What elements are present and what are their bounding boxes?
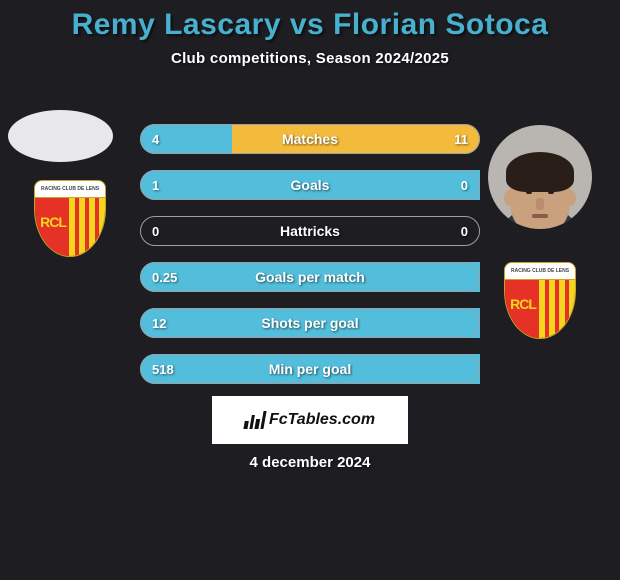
stat-value-right: 11 [454, 124, 468, 154]
stat-row: 518Min per goal [140, 354, 480, 384]
stat-row: 411Matches [140, 124, 480, 154]
bar-left-fill [140, 308, 480, 338]
player-right-avatar [488, 125, 592, 229]
stat-value-left: 0 [152, 216, 159, 246]
fctables-watermark: FcTables.com [212, 396, 408, 444]
club-logo-left: RACING CLUB DE LENS RCL [28, 178, 112, 262]
comparison-infographic: Remy Lascary vs Florian Sotoca Club comp… [0, 0, 620, 580]
date-label: 4 december 2024 [0, 454, 620, 471]
player-left-avatar [8, 110, 113, 162]
stat-value-left: 12 [152, 308, 166, 338]
stat-value-left: 0.25 [152, 262, 177, 292]
bar-left-fill [140, 354, 480, 384]
club-badge-initials: RCL [510, 296, 536, 312]
subtitle: Club competitions, Season 2024/2025 [0, 50, 620, 67]
stat-row: 0.25Goals per match [140, 262, 480, 292]
comparison-bars: 411Matches10Goals00Hattricks0.25Goals pe… [140, 124, 480, 400]
club-badge-top-text: RACING CLUB DE LENS [504, 262, 576, 280]
bar-left-fill [140, 262, 480, 292]
club-badge-initials: RCL [40, 214, 66, 230]
fctables-label: FcTables.com [269, 411, 375, 429]
stat-value-left: 518 [152, 354, 174, 384]
stat-row: 10Goals [140, 170, 480, 200]
stat-row: 12Shots per goal [140, 308, 480, 338]
bar-outline [140, 216, 480, 246]
stat-value-left: 4 [152, 124, 159, 154]
bar-right-fill [232, 124, 480, 154]
stat-value-right: 0 [461, 170, 468, 200]
page-title: Remy Lascary vs Florian Sotoca [0, 0, 620, 42]
stat-row: 0 0Hattricks [140, 216, 480, 246]
stat-value-left: 1 [152, 170, 159, 200]
club-logo-right: RACING CLUB DE LENS RCL [498, 260, 582, 344]
club-badge-top-text: RACING CLUB DE LENS [34, 180, 106, 198]
bar-left-fill [140, 170, 480, 200]
bar-chart-icon [243, 411, 266, 429]
stat-label: Hattricks [140, 216, 480, 246]
stat-value-right: 0 [461, 216, 468, 246]
